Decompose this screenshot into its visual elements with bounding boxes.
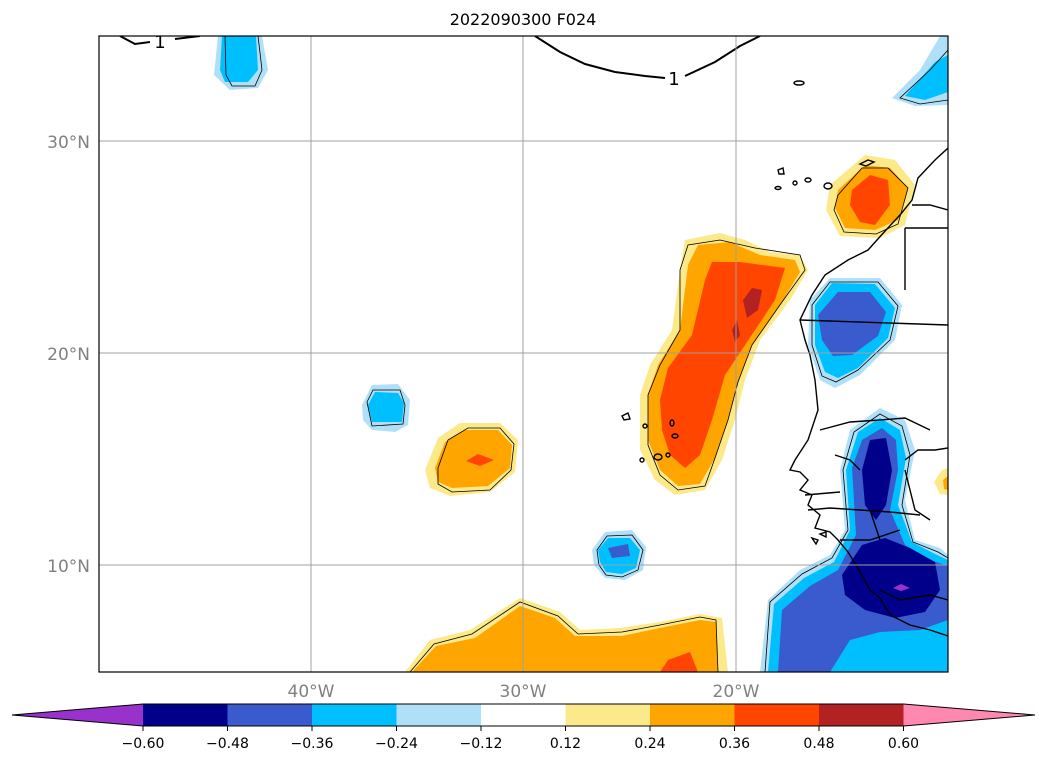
colorbar-extend-min <box>12 704 143 726</box>
colorbar-label: 0.24 <box>634 736 665 752</box>
colorbar-label: 0.60 <box>888 736 919 752</box>
thin-contours <box>224 36 948 672</box>
map-frame <box>98 35 949 673</box>
lat-label: 10°N <box>47 557 90 577</box>
coastline <box>788 147 948 637</box>
lon-label: 20°W <box>713 682 760 702</box>
colorbar-label: −0.24 <box>375 736 418 752</box>
positive-anomaly-edge-inner <box>943 476 948 490</box>
colorbar-segment <box>481 704 566 726</box>
colorbar-segment <box>650 704 735 726</box>
colorbar-segment <box>565 704 651 726</box>
colorbar-label: 0.48 <box>803 736 834 752</box>
colorbar-label: 0.12 <box>550 736 581 752</box>
colorbar-segment <box>312 704 397 726</box>
figure-title: 2022090300 F024 <box>450 10 597 29</box>
negative-anomaly-mid-atlantic <box>362 384 410 432</box>
longitude-labels: 40°W 30°W 20°W <box>288 682 760 702</box>
positive-anomaly-cape-verde <box>640 233 808 495</box>
lon-label: 30°W <box>500 682 547 702</box>
colorbar: −0.60 −0.48 −0.36 −0.24 −0.12 0.12 0.24 0.36 0.4… <box>11 703 1036 752</box>
lon-label: 40°W <box>288 682 335 702</box>
islands <box>621 80 876 546</box>
negative-anomaly-northwest <box>214 36 268 90</box>
contour-label: 1 <box>154 32 165 53</box>
colorbar-segment <box>819 704 904 726</box>
colorbar-segment <box>143 704 228 726</box>
gridlines <box>99 36 948 672</box>
contour-label: 1 <box>668 69 679 90</box>
colorbar-segment <box>227 704 313 726</box>
colorbar-label: −0.60 <box>122 736 165 752</box>
colorbar-extend-max <box>903 704 1035 726</box>
positive-anomaly-southern-band <box>405 598 728 672</box>
colorbar-label: −0.36 <box>291 736 334 752</box>
colorbar-label: 0.36 <box>719 736 750 752</box>
colorbar-segment <box>396 704 482 726</box>
latitude-labels: 30°N 20°N 10°N <box>47 133 90 577</box>
map-panel: 1 1 <box>99 32 948 672</box>
colorbar-segment <box>734 704 820 726</box>
lat-label: 30°N <box>47 133 90 153</box>
lat-label: 20°N <box>47 345 90 365</box>
colorbar-label: −0.48 <box>206 736 249 752</box>
positive-anomaly-central-atlantic <box>425 423 518 496</box>
positive-anomaly-canaries <box>826 155 915 238</box>
negative-anomaly-mauritania <box>808 278 902 388</box>
negative-anomaly-northeast <box>892 36 948 106</box>
colorbar-label: −0.12 <box>460 736 503 752</box>
